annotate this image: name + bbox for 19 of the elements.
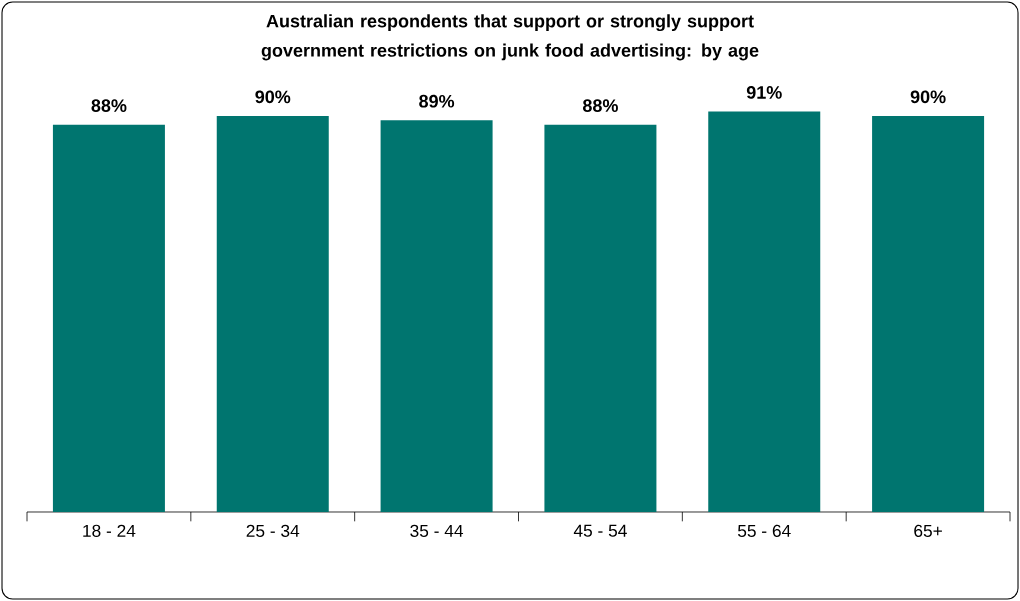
data-label: 88% — [582, 99, 618, 112]
data-label: 90% — [910, 90, 946, 104]
bar — [216, 115, 329, 512]
bar — [380, 120, 493, 512]
x-tick-label: 45 - 54 — [573, 524, 627, 537]
bar — [708, 111, 821, 512]
chart-title: Australian respondents that support or strongly support government restrictions on junk food advertising: by age — [261, 14, 759, 61]
x-tick-label: 65+ — [914, 524, 942, 537]
bar — [52, 124, 165, 512]
x-tick-label: 55 - 64 — [737, 524, 791, 537]
x-tick-label: 25 - 34 — [246, 524, 300, 537]
x-tick-label: 35 - 44 — [410, 524, 464, 537]
bar — [872, 115, 985, 512]
data-label: 90% — [255, 90, 291, 104]
data-label: 88% — [91, 99, 127, 112]
data-label: 91% — [746, 86, 782, 99]
x-tick-label: 18 - 24 — [83, 524, 136, 537]
bar — [544, 124, 657, 512]
data-label: 89% — [419, 94, 455, 108]
